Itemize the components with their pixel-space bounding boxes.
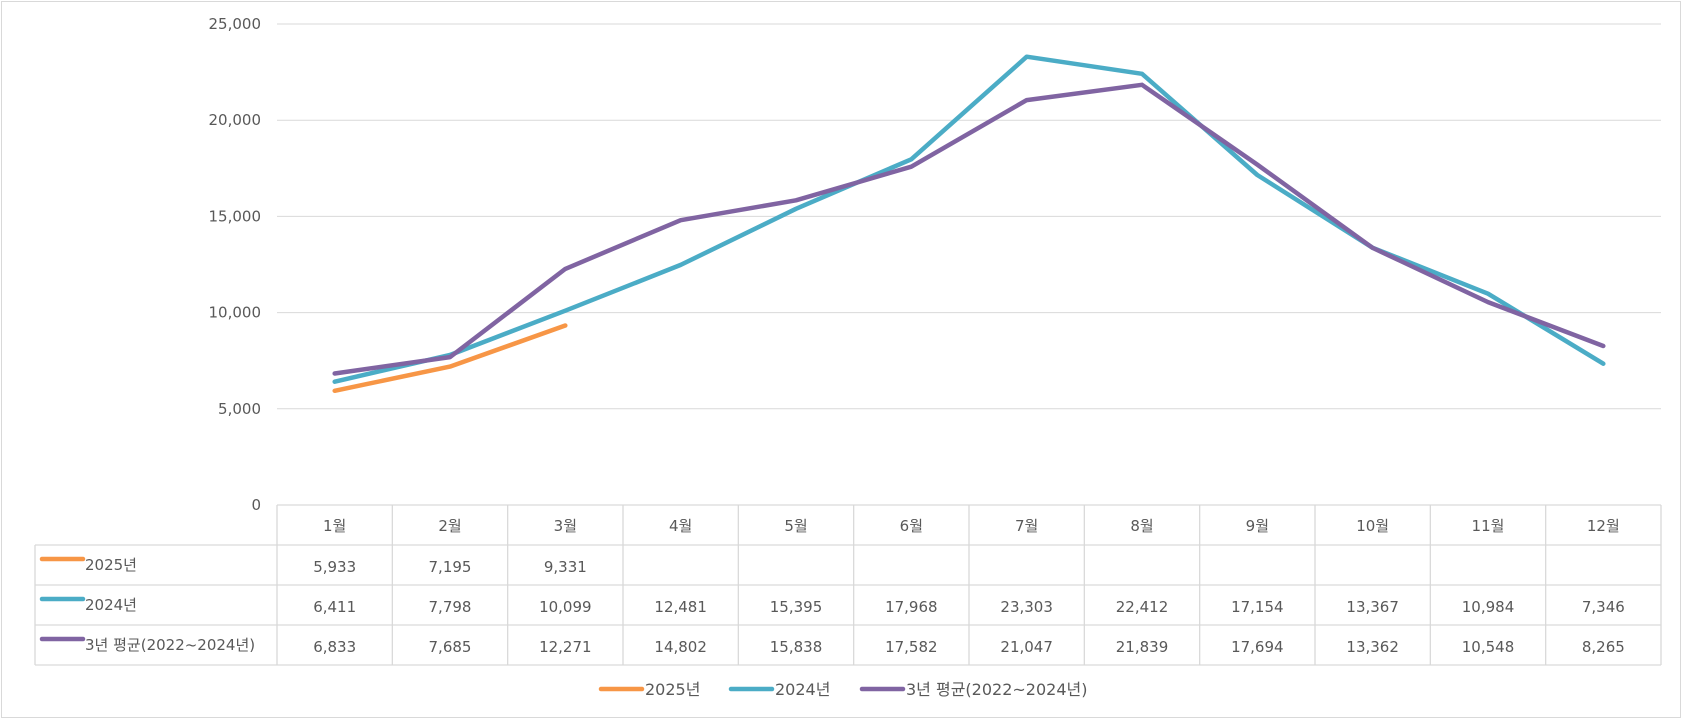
- table-cell: 7,685: [429, 638, 472, 656]
- table-cell: 6,411: [313, 598, 356, 616]
- table-cell: 22,412: [1116, 598, 1169, 616]
- table-cell: 13,367: [1346, 598, 1399, 616]
- x-tick-label: 9월: [1246, 517, 1269, 535]
- legend-label: 3년 평균(2022~2024년): [906, 680, 1087, 699]
- x-tick-label: 5월: [784, 517, 807, 535]
- table-cell: 21,047: [1000, 638, 1053, 656]
- table-cell: 5,933: [313, 558, 356, 576]
- table-cell: 17,694: [1231, 638, 1284, 656]
- y-tick-label: 25,000: [209, 15, 262, 33]
- table-cell: 21,839: [1116, 638, 1169, 656]
- table-cell: 13,362: [1346, 638, 1399, 656]
- series-line: [332, 54, 1606, 384]
- x-tick-label: 3월: [554, 517, 577, 535]
- legend-label: 2025년: [645, 680, 700, 699]
- table-cell: 6,833: [313, 638, 356, 656]
- y-axis: 0 5,000 10,000 15,000 20,000 25,000: [209, 15, 262, 514]
- table-cell: 7,798: [429, 598, 472, 616]
- table-cell: 7,195: [429, 558, 472, 576]
- table-cell: 23,303: [1000, 598, 1053, 616]
- y-tick-label: 15,000: [209, 207, 262, 225]
- table-row-label: 3년 평균(2022~2024년): [85, 636, 255, 654]
- series-line: [332, 323, 568, 394]
- table-cell: 15,838: [770, 638, 823, 656]
- legend: 2025년 2024년 3년 평균(2022~2024년): [598, 680, 1087, 699]
- table-cell: 10,548: [1462, 638, 1515, 656]
- y-tick-label: 0: [251, 496, 261, 514]
- grid-lines: [277, 23, 1661, 410]
- table-cell: 17,968: [885, 598, 938, 616]
- x-tick-label: 12월: [1587, 517, 1620, 535]
- legend-label: 2024년: [775, 680, 830, 699]
- y-tick-label: 5,000: [218, 400, 261, 418]
- x-tick-label: 6월: [900, 517, 923, 535]
- table-cell: 12,271: [539, 638, 592, 656]
- table-cell: 15,395: [770, 598, 823, 616]
- x-tick-label: 11월: [1472, 517, 1505, 535]
- table-cell: 17,154: [1231, 598, 1284, 616]
- x-tick-label: 10월: [1356, 517, 1389, 535]
- x-tick-label: 2월: [438, 517, 461, 535]
- x-tick-label: 1월: [323, 517, 346, 535]
- x-tick-label: 7월: [1015, 517, 1038, 535]
- series-lines: [332, 54, 1606, 394]
- table-cell: 9,331: [544, 558, 587, 576]
- y-tick-label: 20,000: [209, 111, 262, 129]
- table-cell: 12,481: [654, 598, 707, 616]
- table-cell: 10,099: [539, 598, 592, 616]
- table-cell: 8,265: [1582, 638, 1625, 656]
- table-cell: 17,582: [885, 638, 938, 656]
- table-cell: 7,346: [1582, 598, 1625, 616]
- table-cell: 10,984: [1462, 598, 1515, 616]
- data-table: 1월 2월 3월 4월 5월 6월 7월 8월 9월 10월 11월 12월 2025년 5,933 7,1…: [34, 504, 1662, 666]
- x-tick-label: 8월: [1130, 517, 1153, 535]
- y-tick-label: 10,000: [209, 304, 262, 322]
- table-row-label: 2024년: [85, 596, 137, 614]
- table-cell: 14,802: [654, 638, 707, 656]
- table-row-label: 2025년: [85, 556, 137, 574]
- series-line: [332, 82, 1606, 376]
- x-tick-label: 4월: [669, 517, 692, 535]
